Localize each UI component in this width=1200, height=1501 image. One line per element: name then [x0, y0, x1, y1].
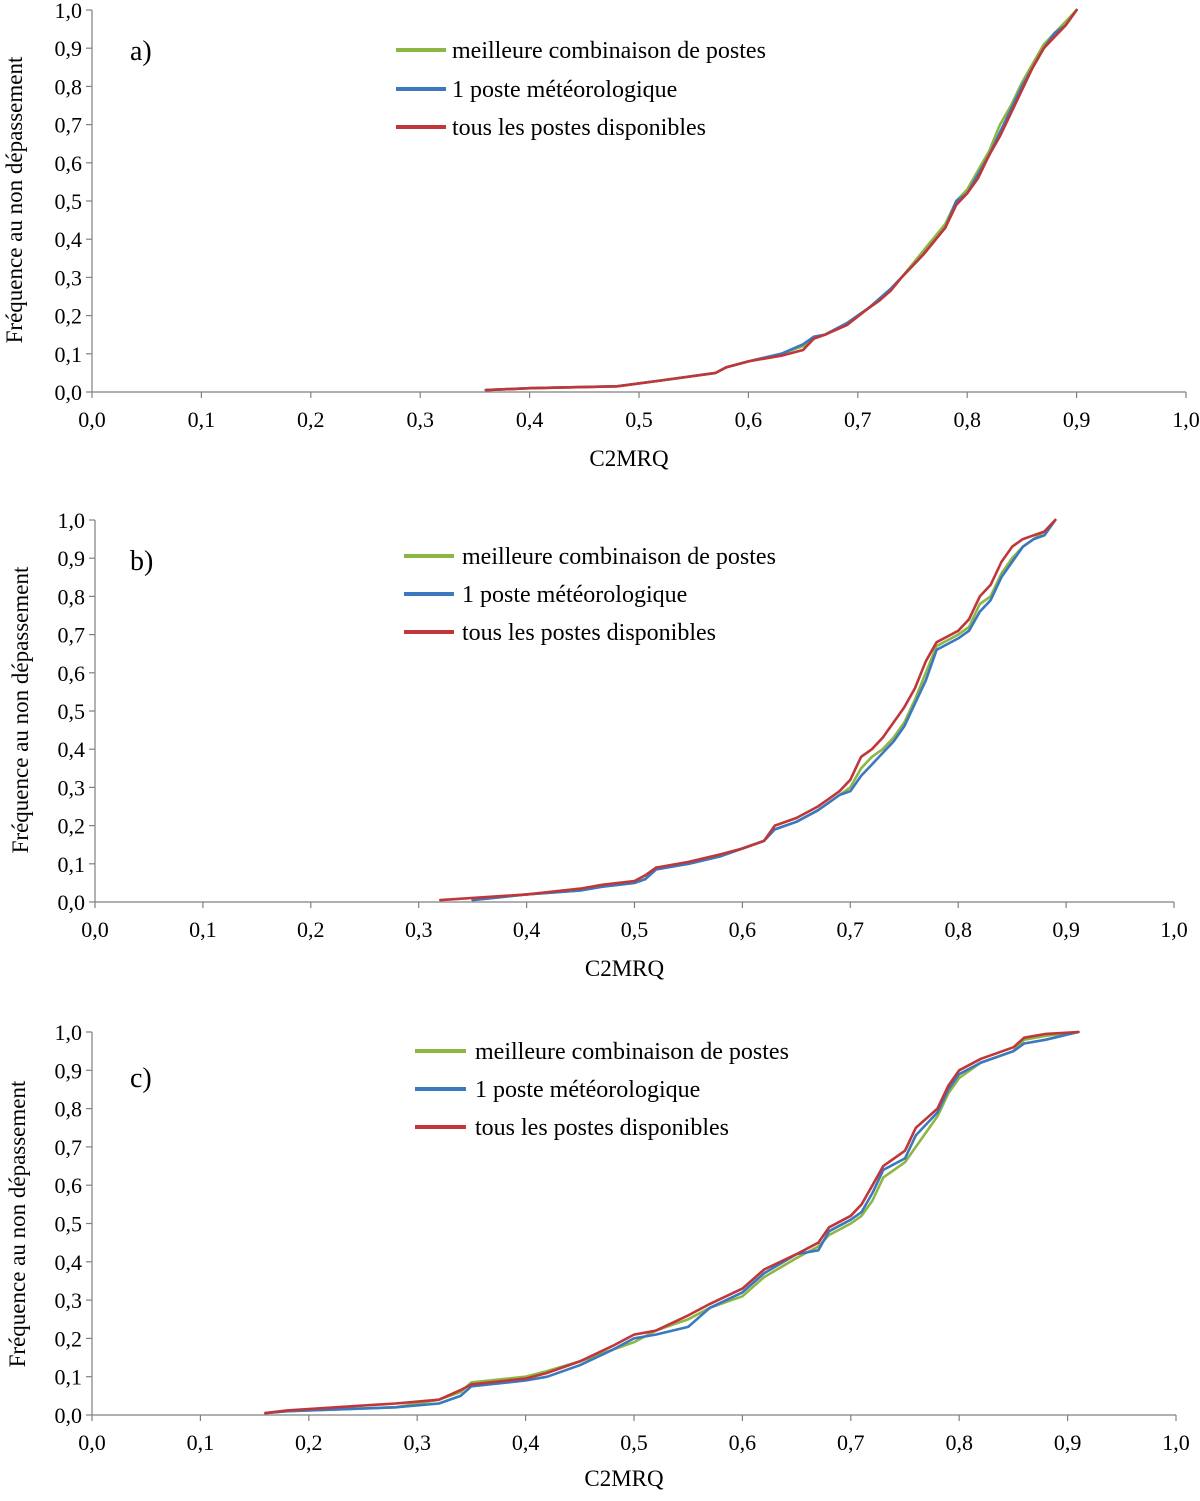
x-tick-label: 0,1 — [189, 917, 217, 942]
x-tick-label: 0,0 — [78, 1430, 106, 1455]
legend-label: 1 poste météorologique — [462, 582, 687, 608]
y-tick-label: 0,1 — [55, 1365, 83, 1390]
chart-b-svg: 0,0 0,1 0,2 0,3 0,4 0,5 0,6 0,7 0,8 0,9 1,0 0,0 0,1 0… — [8, 508, 1188, 981]
x-tick-label: 0,4 — [512, 1430, 540, 1455]
x-tick-label: 0,2 — [297, 917, 325, 942]
x-tick-label: 0,1 — [188, 407, 216, 432]
y-tick-label: 0,6 — [58, 661, 86, 686]
x-axis-title: C2MRQ — [589, 446, 669, 471]
x-tick-label: 0,6 — [729, 917, 757, 942]
x-tick-label: 0,6 — [729, 1430, 757, 1455]
y-tick-label: 0,4 — [55, 227, 83, 252]
x-tick-label: 0,7 — [837, 917, 865, 942]
x-tick-label: 0,4 — [513, 917, 541, 942]
series-line-1 — [484, 8, 1078, 392]
legend-label: tous les postes disponibles — [452, 115, 706, 141]
x-tick-label: 0,0 — [78, 407, 106, 432]
x-tick-label: 0,2 — [295, 1430, 323, 1455]
chart-panel-a: 0,0 0,1 0,2 0,3 0,4 0,5 0,6 0,7 0,8 0,9 1,0 0,0 0,1 0… — [0, 0, 1200, 490]
y-axis-title: Fréquence au non dépassement — [2, 56, 27, 343]
series-line-3 — [484, 8, 1078, 392]
x-tick-label: 0,3 — [406, 407, 434, 432]
y-tick-label: 0,9 — [55, 1058, 83, 1083]
x-tick-label: 0,4 — [516, 407, 544, 432]
x-tick-label: 0,5 — [625, 407, 653, 432]
y-tick-label: 0,2 — [58, 814, 86, 839]
y-tick-label: 0,3 — [58, 775, 86, 800]
x-tick-label: 0,9 — [1054, 1430, 1082, 1455]
y-tick-label: 0,3 — [55, 265, 83, 290]
x-tick-label: 0,6 — [735, 407, 763, 432]
legend-label: meilleure combinaison de postes — [462, 544, 776, 570]
x-axis-title: C2MRQ — [584, 1466, 664, 1491]
y-tick-label: 0,4 — [58, 737, 86, 762]
x-tick-label: 0,7 — [837, 1430, 865, 1455]
y-tick-label: 0,0 — [55, 1403, 83, 1428]
y-tick-label: 0,8 — [55, 1097, 83, 1122]
x-tick-label: 0,7 — [844, 407, 872, 432]
y-tick-label: 0,7 — [55, 113, 83, 138]
y-tick-label: 0,0 — [58, 890, 86, 915]
y-tick-label: 1,0 — [55, 1020, 83, 1045]
panel-label: a) — [130, 36, 152, 67]
series-line-3 — [264, 1030, 1080, 1415]
y-tick-label: 0,1 — [55, 342, 83, 367]
x-axis-title: C2MRQ — [585, 956, 665, 981]
legend-label: tous les postes disponibles — [462, 620, 716, 646]
legend-label: 1 poste météorologique — [475, 1077, 700, 1103]
y-tick-label: 0,4 — [55, 1250, 83, 1275]
y-tick-label: 1,0 — [55, 0, 83, 23]
y-tick-label: 0,7 — [58, 623, 86, 648]
y-axis-title: Fréquence au non dépassement — [5, 1080, 30, 1367]
x-tick-label: 1,0 — [1162, 1430, 1190, 1455]
y-tick-label: 0,5 — [55, 189, 83, 214]
y-tick-label: 0,0 — [55, 380, 83, 405]
chart-a-svg: 0,0 0,1 0,2 0,3 0,4 0,5 0,6 0,7 0,8 0,9 1,0 0,0 0,1 0… — [2, 0, 1200, 471]
series-line-2 — [484, 8, 1078, 392]
y-tick-label: 0,2 — [55, 304, 83, 329]
y-tick-label: 0,1 — [58, 852, 86, 877]
legend-label: meilleure combinaison de postes — [475, 1039, 789, 1065]
legend-label: 1 poste météorologique — [452, 77, 677, 103]
x-tick-label: 0,8 — [945, 1430, 973, 1455]
x-tick-label: 0,3 — [403, 1430, 431, 1455]
chart-c-svg: 0,0 0,1 0,2 0,3 0,4 0,5 0,6 0,7 0,8 0,9 1,0 0,0 0,1 0… — [5, 1020, 1190, 1491]
x-tick-label: 0,3 — [405, 917, 433, 942]
y-tick-label: 0,5 — [55, 1212, 83, 1237]
y-tick-label: 0,7 — [55, 1135, 83, 1160]
y-tick-label: 0,8 — [55, 74, 83, 99]
x-tick-label: 0,1 — [187, 1430, 215, 1455]
x-tick-label: 0,5 — [620, 1430, 648, 1455]
series-line-2 — [471, 518, 1057, 902]
x-tick-label: 0,2 — [297, 407, 325, 432]
y-tick-label: 0,2 — [55, 1326, 83, 1351]
series-line-1 — [471, 518, 1057, 902]
x-tick-label: 0,5 — [621, 917, 649, 942]
x-tick-label: 0,9 — [1063, 407, 1091, 432]
y-tick-label: 0,9 — [55, 36, 83, 61]
x-tick-label: 0,8 — [944, 917, 972, 942]
y-axis-title: Fréquence au non dépassement — [8, 566, 33, 853]
x-tick-label: 0,8 — [953, 407, 981, 432]
panel-label: b) — [130, 546, 153, 577]
series-line-3 — [438, 518, 1057, 902]
panel-label: c) — [130, 1063, 152, 1094]
x-tick-label: 0,9 — [1052, 917, 1080, 942]
x-tick-label: 1,0 — [1160, 917, 1188, 942]
legend-label: meilleure combinaison de postes — [452, 38, 766, 64]
y-tick-label: 0,6 — [55, 151, 83, 176]
x-tick-label: 1,0 — [1172, 407, 1200, 432]
y-tick-label: 0,3 — [55, 1288, 83, 1313]
legend-label: tous les postes disponibles — [475, 1115, 729, 1141]
y-tick-label: 0,9 — [58, 546, 86, 571]
x-tick-label: 0,0 — [81, 917, 109, 942]
series-line-1 — [264, 1030, 1080, 1415]
y-tick-label: 0,8 — [58, 584, 86, 609]
y-tick-label: 0,6 — [55, 1173, 83, 1198]
chart-panel-c: 0,0 0,1 0,2 0,3 0,4 0,5 0,6 0,7 0,8 0,9 1,0 0,0 0,1 0… — [0, 1000, 1200, 1501]
y-tick-label: 1,0 — [58, 508, 86, 533]
chart-panel-b: 0,0 0,1 0,2 0,3 0,4 0,5 0,6 0,7 0,8 0,9 1,0 0,0 0,1 0… — [0, 490, 1200, 1000]
y-tick-label: 0,5 — [58, 699, 86, 724]
